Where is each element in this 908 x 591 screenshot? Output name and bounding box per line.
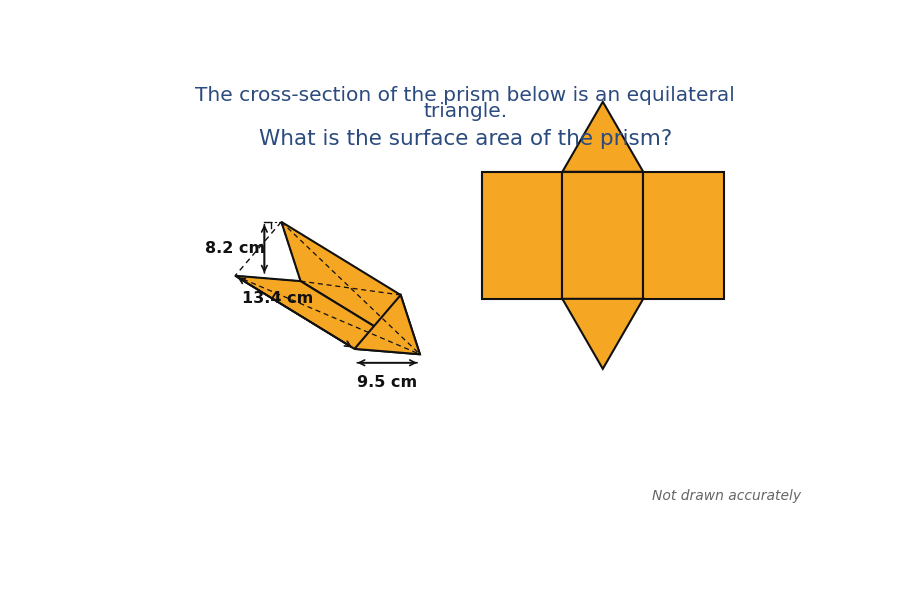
Text: 8.2 cm: 8.2 cm: [205, 241, 265, 256]
Text: The cross-section of the prism below is an equilateral: The cross-section of the prism below is …: [195, 86, 735, 105]
Text: 9.5 cm: 9.5 cm: [357, 375, 418, 390]
Polygon shape: [562, 102, 643, 172]
Polygon shape: [235, 276, 419, 354]
Polygon shape: [481, 172, 562, 299]
Text: Not drawn accurately: Not drawn accurately: [652, 489, 801, 503]
Polygon shape: [281, 222, 419, 354]
Polygon shape: [354, 295, 419, 354]
Polygon shape: [562, 299, 643, 369]
Polygon shape: [562, 172, 643, 299]
Text: triangle.: triangle.: [423, 102, 508, 122]
Text: 13.4 cm: 13.4 cm: [242, 291, 313, 306]
Text: What is the surface area of the prism?: What is the surface area of the prism?: [259, 129, 672, 149]
Polygon shape: [643, 172, 724, 299]
